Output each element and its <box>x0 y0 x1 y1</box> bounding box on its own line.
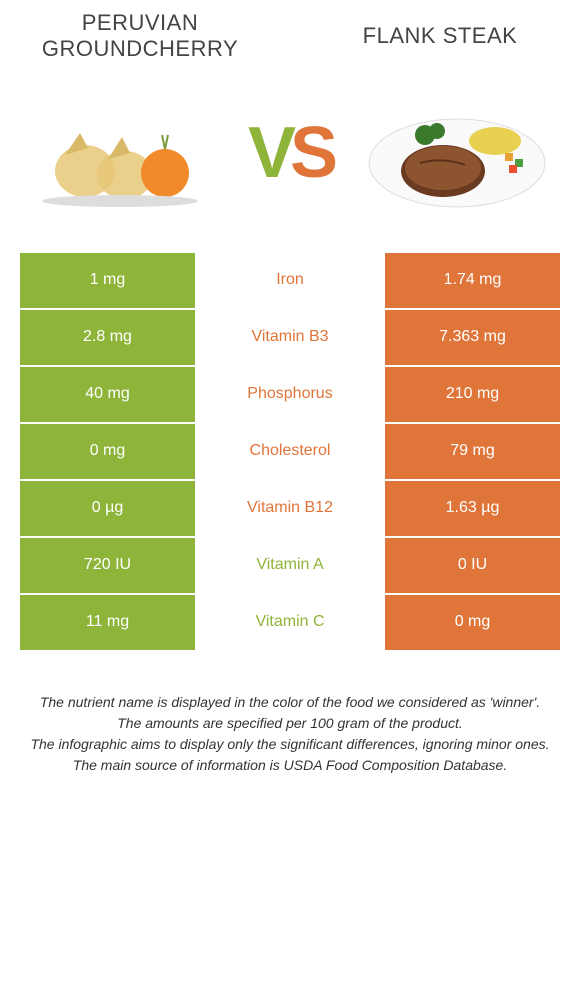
header: Peruvian groundcherry Flank steak <box>0 0 580 63</box>
table-row: 40 mgPhosphorus210 mg <box>20 367 560 422</box>
footer-line: The nutrient name is displayed in the co… <box>20 692 560 713</box>
food-left-title: Peruvian groundcherry <box>30 10 250 63</box>
cell-right-value: 0 IU <box>385 538 560 593</box>
cell-left-value: 40 mg <box>20 367 195 422</box>
vs-s: S <box>290 112 332 194</box>
cell-right-value: 210 mg <box>385 367 560 422</box>
food-right-title: Flank steak <box>330 23 550 49</box>
table-row: 2.8 mgVitamin B37.363 mg <box>20 310 560 365</box>
cell-nutrient-label: Vitamin B3 <box>195 310 385 365</box>
footer-notes: The nutrient name is displayed in the co… <box>0 652 580 776</box>
cell-nutrient-label: Cholesterol <box>195 424 385 479</box>
food-right-image <box>365 93 550 213</box>
food-left-image <box>30 93 215 213</box>
cell-right-value: 0 mg <box>385 595 560 650</box>
table-row: 11 mgVitamin C0 mg <box>20 595 560 650</box>
cell-nutrient-label: Vitamin A <box>195 538 385 593</box>
nutrient-table: 1 mgIron1.74 mg2.8 mgVitamin B37.363 mg4… <box>20 253 560 650</box>
cell-left-value: 2.8 mg <box>20 310 195 365</box>
table-row: 1 mgIron1.74 mg <box>20 253 560 308</box>
table-row: 720 IUVitamin A0 IU <box>20 538 560 593</box>
cell-right-value: 79 mg <box>385 424 560 479</box>
cell-left-value: 1 mg <box>20 253 195 308</box>
footer-line: The main source of information is USDA F… <box>20 755 560 776</box>
table-row: 0 mgCholesterol79 mg <box>20 424 560 479</box>
footer-line: The infographic aims to display only the… <box>20 734 560 755</box>
cell-right-value: 1.63 µg <box>385 481 560 536</box>
cell-nutrient-label: Iron <box>195 253 385 308</box>
cell-nutrient-label: Vitamin B12 <box>195 481 385 536</box>
footer-line: The amounts are specified per 100 gram o… <box>20 713 560 734</box>
vs-label: VS <box>248 112 332 194</box>
images-row: VS <box>0 63 580 253</box>
cell-right-value: 7.363 mg <box>385 310 560 365</box>
cell-left-value: 0 mg <box>20 424 195 479</box>
cell-left-value: 11 mg <box>20 595 195 650</box>
cell-right-value: 1.74 mg <box>385 253 560 308</box>
cell-left-value: 720 IU <box>20 538 195 593</box>
table-row: 0 µgVitamin B121.63 µg <box>20 481 560 536</box>
cell-nutrient-label: Vitamin C <box>195 595 385 650</box>
vs-v: V <box>248 112 290 194</box>
cell-left-value: 0 µg <box>20 481 195 536</box>
cell-nutrient-label: Phosphorus <box>195 367 385 422</box>
